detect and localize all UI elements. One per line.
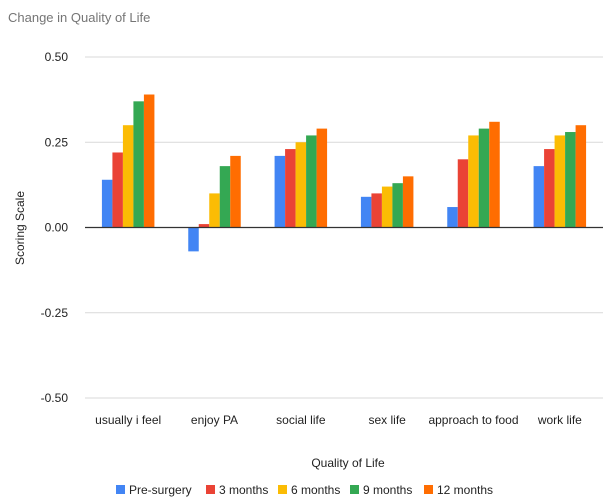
bar-12-months bbox=[575, 125, 587, 228]
legend-label: 3 months bbox=[219, 483, 268, 497]
y-tick-label: 0.00 bbox=[45, 221, 69, 235]
bar-9-months bbox=[565, 132, 576, 228]
bar-series bbox=[101, 94, 587, 252]
bar-12-months bbox=[143, 94, 155, 228]
bar-pre-surgery bbox=[101, 179, 113, 228]
x-tick-label: social life bbox=[276, 413, 326, 427]
y-tick-label: -0.25 bbox=[41, 306, 69, 320]
bar-12-months bbox=[316, 128, 328, 228]
y-tick-label: 0.25 bbox=[45, 135, 69, 149]
legend-label: 6 months bbox=[291, 483, 340, 497]
bar-9-months bbox=[219, 166, 231, 228]
y-axis-label: Scoring Scale bbox=[13, 191, 27, 265]
bar-6-months bbox=[209, 193, 220, 228]
bar-3-months bbox=[198, 224, 210, 228]
gridlines bbox=[85, 56, 603, 399]
legend: Pre-surgery 3 months 6 months 9 months 12 mo… bbox=[116, 483, 493, 497]
legend-label: 9 months bbox=[363, 483, 412, 497]
chart-title: Change in Quality of Life bbox=[8, 10, 150, 25]
legend-label: 12 months bbox=[437, 483, 493, 497]
x-tick-label: work life bbox=[537, 413, 582, 427]
bar-3-months bbox=[457, 159, 469, 228]
bar-pre-surgery bbox=[188, 227, 199, 252]
x-axis-label: Quality of Life bbox=[311, 456, 385, 470]
bar-12-months bbox=[489, 121, 500, 228]
bar-6-months bbox=[295, 142, 307, 228]
bar-pre-surgery bbox=[274, 155, 286, 228]
x-tick-label: sex life bbox=[368, 413, 406, 427]
bar-3-months bbox=[285, 149, 296, 228]
legend-swatch bbox=[278, 485, 287, 494]
bar-6-months bbox=[381, 186, 393, 228]
bar-6-months bbox=[554, 135, 566, 228]
bar-6-months bbox=[122, 125, 134, 228]
legend-swatch bbox=[116, 485, 125, 494]
legend-swatch bbox=[424, 485, 433, 494]
bar-12-months bbox=[230, 155, 241, 228]
legend-swatch bbox=[206, 485, 215, 494]
bar-9-months bbox=[392, 183, 403, 228]
legend-swatch bbox=[350, 485, 359, 494]
x-tick-label: enjoy PA bbox=[191, 413, 238, 427]
bar-9-months bbox=[306, 135, 317, 228]
x-tick-label: approach to food bbox=[428, 413, 518, 427]
bar-3-months bbox=[371, 193, 382, 228]
y-tick-label: -0.50 bbox=[41, 391, 69, 405]
bar-9-months bbox=[478, 128, 490, 228]
bar-3-months bbox=[544, 149, 555, 228]
bar-pre-surgery bbox=[533, 166, 545, 228]
y-tick-label: 0.50 bbox=[45, 50, 69, 64]
legend-label: Pre-surgery bbox=[129, 483, 192, 497]
bar-pre-surgery bbox=[447, 207, 458, 228]
x-axis-ticks: usually i feel enjoy PA social life sex lif… bbox=[95, 413, 582, 427]
bar-12-months bbox=[402, 176, 414, 228]
bar-9-months bbox=[133, 101, 144, 228]
bar-pre-surgery bbox=[360, 196, 372, 228]
bar-6-months bbox=[468, 135, 479, 228]
bar-3-months bbox=[112, 152, 123, 228]
x-tick-label: usually i feel bbox=[95, 413, 161, 427]
y-axis-ticks: 0.50 0.25 0.00 -0.25 -0.50 bbox=[41, 50, 69, 405]
